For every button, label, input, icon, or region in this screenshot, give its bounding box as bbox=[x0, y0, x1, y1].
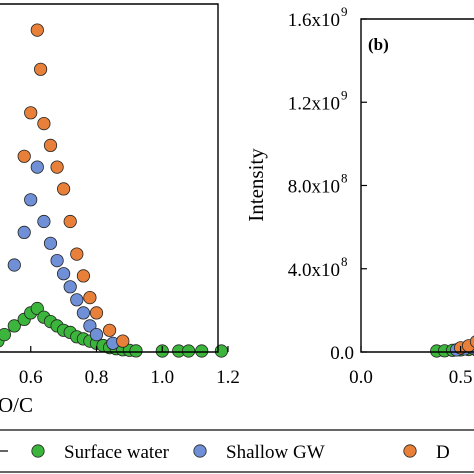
data-point bbox=[24, 193, 38, 207]
data-point bbox=[56, 267, 71, 281]
legend-box bbox=[0, 429, 474, 473]
data-point bbox=[37, 117, 51, 131]
y-tick-label: 1.2x10 bbox=[288, 93, 340, 114]
data-point bbox=[214, 344, 228, 358]
y-tick-label: 0.0 bbox=[330, 343, 354, 364]
panel-b-points bbox=[430, 335, 474, 358]
data-point bbox=[56, 182, 71, 196]
data-point bbox=[17, 149, 31, 163]
x-tick-label: 1.2 bbox=[216, 367, 240, 388]
data-point bbox=[50, 160, 64, 174]
data-point bbox=[76, 269, 91, 283]
data-point bbox=[76, 306, 91, 320]
data-point bbox=[43, 138, 58, 152]
y-tick-label: 8.0x10 bbox=[288, 177, 340, 198]
data-point bbox=[50, 254, 64, 268]
panel-b-frame bbox=[360, 18, 474, 353]
data-point bbox=[30, 23, 44, 37]
data-point bbox=[70, 293, 84, 307]
data-point bbox=[0, 328, 11, 342]
y-tick-exponent: 9 bbox=[341, 4, 348, 19]
data-point bbox=[63, 214, 77, 229]
legend-label: D bbox=[436, 442, 450, 463]
panel-a: 0.6 0.8 1.0 1.2 O/C bbox=[0, 3, 240, 417]
data-point bbox=[89, 327, 104, 342]
data-point bbox=[37, 214, 51, 229]
panel-a-x-axis-title: O/C bbox=[0, 393, 33, 417]
data-point bbox=[7, 258, 21, 272]
data-point bbox=[30, 301, 44, 316]
panel-b-y-axis-title: Intensity bbox=[244, 148, 268, 222]
panel-b-ticks: 0.0 0.50.04.0x10 88.0x10 81.2x10 91.6x10 9 bbox=[288, 4, 473, 388]
data-point bbox=[129, 344, 143, 358]
x-tick-label: 0.6 bbox=[19, 367, 43, 388]
data-point bbox=[7, 319, 21, 333]
panel-b: 0.0 0.50.04.0x10 88.0x10 81.2x10 91.6x10 9 (b… bbox=[244, 4, 474, 388]
data-point bbox=[70, 247, 84, 261]
panel-a-points bbox=[0, 23, 228, 358]
data-point bbox=[116, 334, 130, 348]
legend-marker bbox=[193, 444, 207, 458]
data-point bbox=[17, 225, 31, 239]
legend-label: Shallow GW bbox=[226, 442, 325, 463]
legend-marker bbox=[403, 444, 417, 458]
data-point bbox=[63, 280, 77, 294]
data-point bbox=[83, 319, 97, 333]
data-point bbox=[43, 236, 58, 250]
x-tick-label: 0.0 bbox=[349, 367, 373, 388]
panel-b-label: (b) bbox=[368, 35, 389, 54]
y-tick-exponent: 8 bbox=[341, 171, 348, 186]
y-tick-label: 4.0x10 bbox=[288, 260, 340, 281]
legend: Surface water Shallow GW D bbox=[0, 429, 474, 473]
legend-items: Surface water Shallow GW D bbox=[0, 442, 450, 463]
x-tick-label: 1.0 bbox=[150, 367, 174, 388]
data-point bbox=[33, 62, 48, 76]
data-point bbox=[195, 344, 209, 358]
y-tick-label: 1.6x10 bbox=[288, 10, 340, 31]
y-tick-exponent: 8 bbox=[341, 254, 348, 269]
panel-a-frame bbox=[0, 3, 219, 353]
x-tick-label: 0.5 bbox=[449, 367, 473, 388]
panel-a-ticks: 0.6 0.8 1.0 1.2 bbox=[19, 346, 240, 388]
data-point bbox=[30, 160, 44, 174]
data-point bbox=[89, 306, 104, 320]
legend-label: Surface water bbox=[64, 442, 170, 463]
y-tick-exponent: 9 bbox=[341, 87, 348, 102]
data-point bbox=[103, 323, 117, 337]
x-tick-label: 0.8 bbox=[85, 367, 109, 388]
data-point bbox=[182, 344, 196, 358]
data-point bbox=[83, 290, 97, 305]
data-point bbox=[469, 335, 474, 348]
data-point bbox=[24, 106, 38, 120]
legend-marker bbox=[31, 444, 45, 458]
